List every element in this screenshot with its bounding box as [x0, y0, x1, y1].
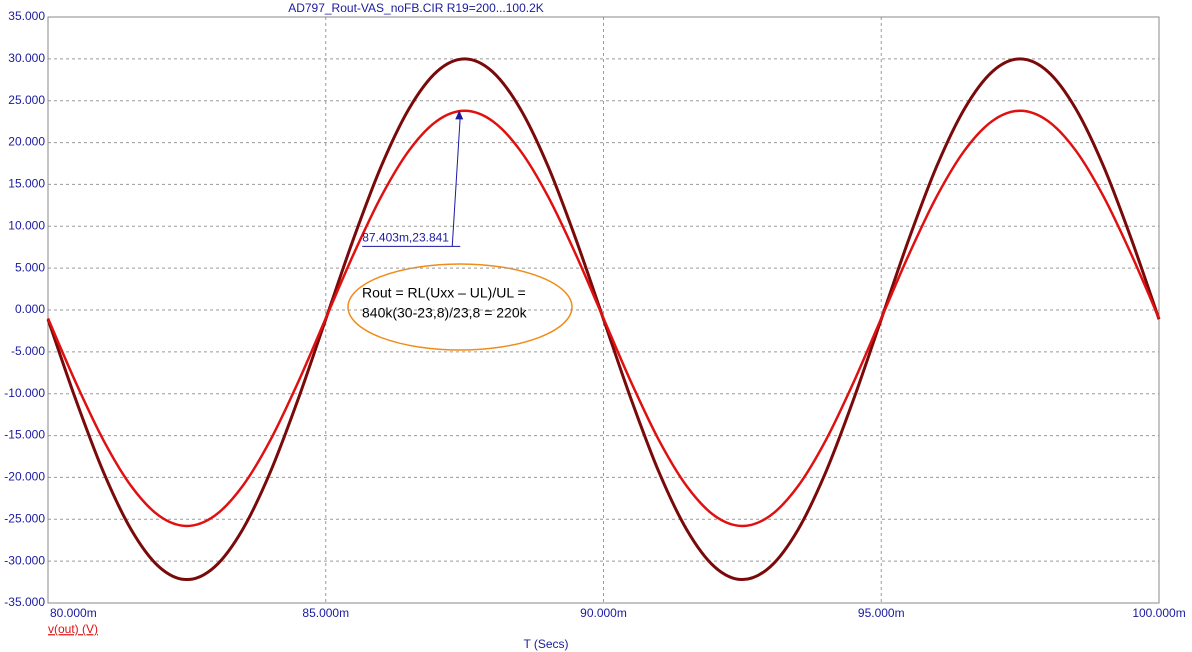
y-tick-label: 5.000: [15, 260, 45, 274]
note-line: 840k(30-23,8)/23,8 = 220k: [362, 305, 528, 321]
annotation-label: 87.403m,23.841: [362, 231, 449, 245]
y-tick-label: -35.000: [4, 595, 45, 609]
y-tick-label: 0.000: [15, 302, 45, 316]
y-tick-label: 10.000: [8, 218, 45, 232]
x-axis-label: T (Secs): [523, 637, 568, 651]
chart-title: AD797_Rout-VAS_noFB.CIR R19=200...100.2K: [288, 1, 544, 15]
y-tick-label: 25.000: [8, 93, 45, 107]
y-tick-label: -25.000: [4, 511, 45, 525]
y-tick-label: 15.000: [8, 177, 45, 191]
y-tick-label: -15.000: [4, 428, 45, 442]
x-tick-label: 100.000m: [1132, 606, 1185, 620]
plot-frame: [47, 16, 1160, 604]
y-tick-label: 35.000: [8, 9, 45, 23]
y-tick-label: 30.000: [8, 51, 45, 65]
y-tick-label: -5.000: [11, 344, 45, 358]
series-line: [46, 109, 1161, 528]
note-line: Rout = RL(Uxx – UL)/UL =: [362, 285, 526, 301]
y-tick-label: -10.000: [4, 386, 45, 400]
annotation-arrow: [451, 116, 461, 247]
x-tick-label: 95.000m: [858, 606, 905, 620]
y-tick-label: -30.000: [4, 553, 45, 567]
y-tick-label: 20.000: [8, 135, 45, 149]
x-tick-label: 85.000m: [302, 606, 349, 620]
note-ellipse: [347, 263, 573, 351]
x-tick-label: 90.000m: [580, 606, 627, 620]
legend-entry: v(out) (V): [48, 622, 98, 636]
annotation-arrowhead: [455, 110, 464, 120]
x-tick-label: 80.000m: [50, 606, 97, 620]
y-tick-label: -20.000: [4, 470, 45, 484]
